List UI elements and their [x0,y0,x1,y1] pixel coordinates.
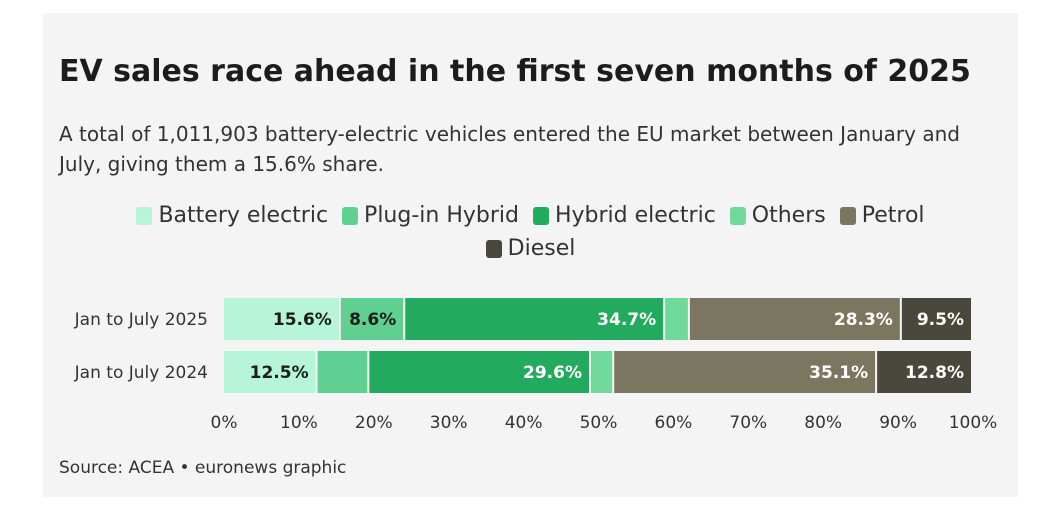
x-tick-label: 100% [949,413,998,433]
x-tick-label: 50% [580,413,618,433]
bar-segment [614,351,876,393]
bar-segment [224,351,316,393]
data-label: 35.1% [809,363,868,383]
data-label: 15.6% [273,310,332,330]
x-tick-label: 30% [430,413,468,433]
category-label: Jan to July 2024 [74,363,208,383]
bar-segment [405,298,664,340]
legend: Battery electric Plug-in Hybrid Hybrid e… [43,199,1018,265]
legend-item: Others [729,199,826,232]
legend-item: Battery electric [136,199,328,232]
legend-swatch [136,206,153,225]
bar-segment [665,298,688,340]
x-tick-label: 90% [879,413,917,433]
chart-title: EV sales race ahead in the first seven m… [59,54,971,89]
legend-swatch [839,206,856,225]
data-label: 34.7% [597,310,656,330]
legend-label: Petrol [861,203,925,228]
data-label: 12.8% [905,363,964,383]
data-label: 8.6% [349,310,396,330]
bar-segment [340,298,404,340]
x-tick-label: 40% [505,413,543,433]
data-label: 9.5% [917,310,964,330]
chart-card: EV sales race ahead in the first seven m… [43,13,1018,497]
data-label: 29.6% [523,363,582,383]
legend-label: Others [751,203,826,228]
bar-segment [877,351,971,393]
x-tick-label: 70% [729,413,767,433]
bar-segment [901,298,971,340]
legend-label: Plug-in Hybrid [364,203,519,228]
legend-swatch [532,206,549,225]
x-tick-label: 20% [355,413,393,433]
chart-subtitle: A total of 1,011,903 battery-electric ve… [59,122,960,176]
data-label: 12.5% [250,363,309,383]
bar-segment [224,298,339,340]
x-tick-label: 10% [280,413,318,433]
legend-swatch [729,206,746,225]
stacked-bar-chart: Jan to July 2025 15.6% 8.6% 34.7% 28.3% 9.5% J… [74,298,998,433]
legend-swatch [485,239,502,258]
bar-segment [591,351,613,393]
bar-segment [317,351,368,393]
legend-item: Diesel [485,232,576,265]
legend-label: Battery electric [158,203,329,228]
bar-segment [689,298,900,340]
bar-segment [369,351,590,393]
x-tick-label: 80% [804,413,842,433]
source-note: Source: ACEA • euronews graphic [59,458,347,478]
legend-swatch [342,206,359,225]
legend-label: Hybrid electric [554,203,716,228]
category-label: Jan to July 2025 [74,310,208,330]
legend-label: Diesel [507,236,576,261]
x-tick-label: 60% [655,413,693,433]
legend-item: Petrol [839,199,925,232]
x-tick-label: 0% [211,413,238,433]
legend-item: Hybrid electric [532,199,716,232]
data-label: 28.3% [834,310,893,330]
legend-item: Plug-in Hybrid [342,199,519,232]
